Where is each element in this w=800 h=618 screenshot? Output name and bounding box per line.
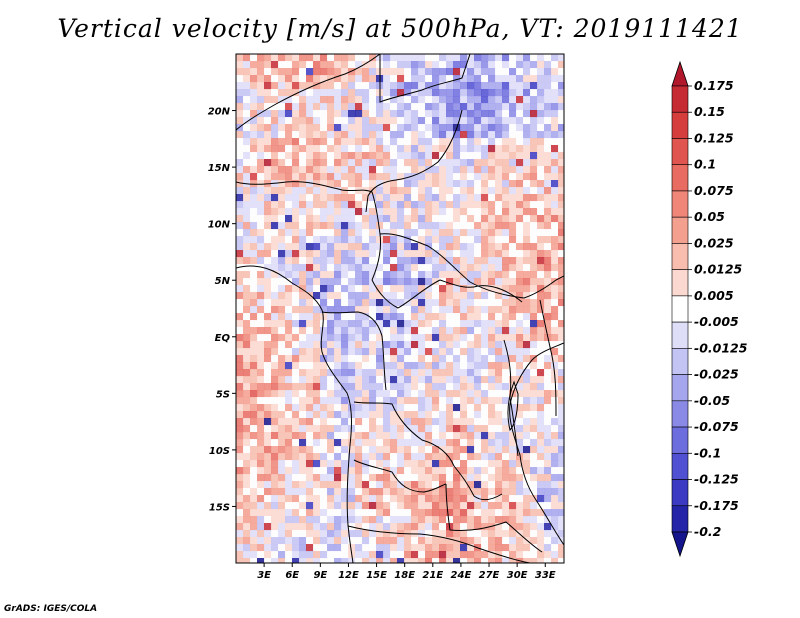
lat-tick-label: 15S <box>209 502 230 513</box>
colorbar-swatch <box>671 111 689 139</box>
colorbar-label: 0.075 <box>694 183 734 198</box>
border-7 <box>321 311 387 391</box>
colorbar-label: -0.0125 <box>694 340 748 355</box>
colorbar-label: -0.125 <box>694 472 739 487</box>
plot-frame <box>235 53 565 564</box>
colorbar-swatch <box>671 85 689 113</box>
border-6 <box>371 279 523 309</box>
border-9 <box>353 459 447 493</box>
lat-tick-label: 10N <box>208 220 231 231</box>
colorbar-swatch <box>671 321 689 349</box>
colorbar-label: 0.1 <box>694 157 716 172</box>
latitude-axis: 20N 15N 10N 5N EQ 5S 10S 15S <box>208 107 236 513</box>
colorbar-label: 0.15 <box>694 104 725 119</box>
colorbar-label: -0.2 <box>694 524 721 539</box>
colorbar-swatch <box>671 426 689 454</box>
lon-tick-label: 3E <box>257 570 271 581</box>
colorbar-label: -0.175 <box>694 498 739 513</box>
lon-tick-label: 12E <box>338 570 359 581</box>
colorbar-swatch <box>671 138 689 166</box>
lat-tick-label: EQ <box>215 333 231 344</box>
lon-tick-label: 33E <box>535 570 556 581</box>
colorbar-label: -0.075 <box>694 419 739 434</box>
colorbar-swatch <box>671 269 689 297</box>
lon-tick-label: 21E <box>422 570 443 581</box>
lat-tick-label: 15N <box>208 163 231 174</box>
velocity-field <box>236 54 564 563</box>
border-4 <box>236 181 381 281</box>
grads-credit: GrADS: IGES/COLA <box>4 604 98 614</box>
lon-tick-label: 18E <box>394 570 415 581</box>
colorbar-label: 0.025 <box>694 235 734 250</box>
lon-tick-label: 9E <box>313 570 327 581</box>
colorbar-label: 0.125 <box>694 130 734 145</box>
colorbar-swatch <box>671 190 689 218</box>
coastline-west <box>236 265 354 563</box>
colorbar-label: -0.005 <box>694 314 739 329</box>
colorbar-label: -0.05 <box>694 393 730 408</box>
lon-tick-label: 15E <box>366 570 387 581</box>
colorbar: 0.175 0.15 0.125 0.1 0.075 0.05 0.025 0.0125 0.0… <box>671 60 748 558</box>
border-3 <box>365 109 463 213</box>
lake-outline <box>507 380 519 431</box>
colorbar-top-arrow <box>671 60 689 87</box>
colorbar-swatch <box>671 348 689 375</box>
lat-tick-label: 5N <box>215 276 231 287</box>
colorbar-swatch <box>671 164 689 192</box>
colorbar-swatch <box>671 505 689 533</box>
colorbar-label: -0.1 <box>694 445 721 460</box>
lon-tick-label: 24E <box>451 570 472 581</box>
colorbar-swatch <box>671 216 689 244</box>
colorbar-swatch <box>671 479 689 507</box>
colorbar-swatch <box>671 400 689 428</box>
colorbar-bottom-arrow <box>671 531 689 558</box>
border-13 <box>539 299 557 417</box>
border-5 <box>379 233 564 299</box>
lat-tick-label: 20N <box>208 107 231 118</box>
border-11 <box>347 525 531 563</box>
border-12 <box>503 339 519 457</box>
colorbar-swatch <box>671 452 689 480</box>
colorbar-label: -0.025 <box>694 367 739 382</box>
map-title: Vertical velocity [m/s] at 500hPa, VT: 2… <box>57 14 743 43</box>
colorbar-label: 0.175 <box>694 78 734 93</box>
border-8 <box>353 401 503 501</box>
border-1 <box>236 54 381 131</box>
longitude-axis: 3E 6E 9E 12E 15E 18E 21E 24E 27E 30E 33E <box>257 563 556 581</box>
colorbar-label: 0.005 <box>694 288 734 303</box>
colorbar-swatch <box>671 295 689 323</box>
lon-tick-label: 6E <box>285 570 299 581</box>
colorbar-label: 0.0125 <box>694 262 743 277</box>
colorbar-swatch <box>671 374 689 402</box>
border-2 <box>379 54 471 103</box>
colorbar-swatch <box>671 243 689 270</box>
lon-tick-label: 27E <box>479 570 500 581</box>
lat-tick-label: 10S <box>209 446 230 457</box>
lat-tick-label: 5S <box>216 389 230 400</box>
lon-tick-label: 30E <box>507 570 528 581</box>
border-10 <box>445 483 543 553</box>
colorbar-label: 0.05 <box>694 209 725 224</box>
country-borders <box>236 54 564 563</box>
